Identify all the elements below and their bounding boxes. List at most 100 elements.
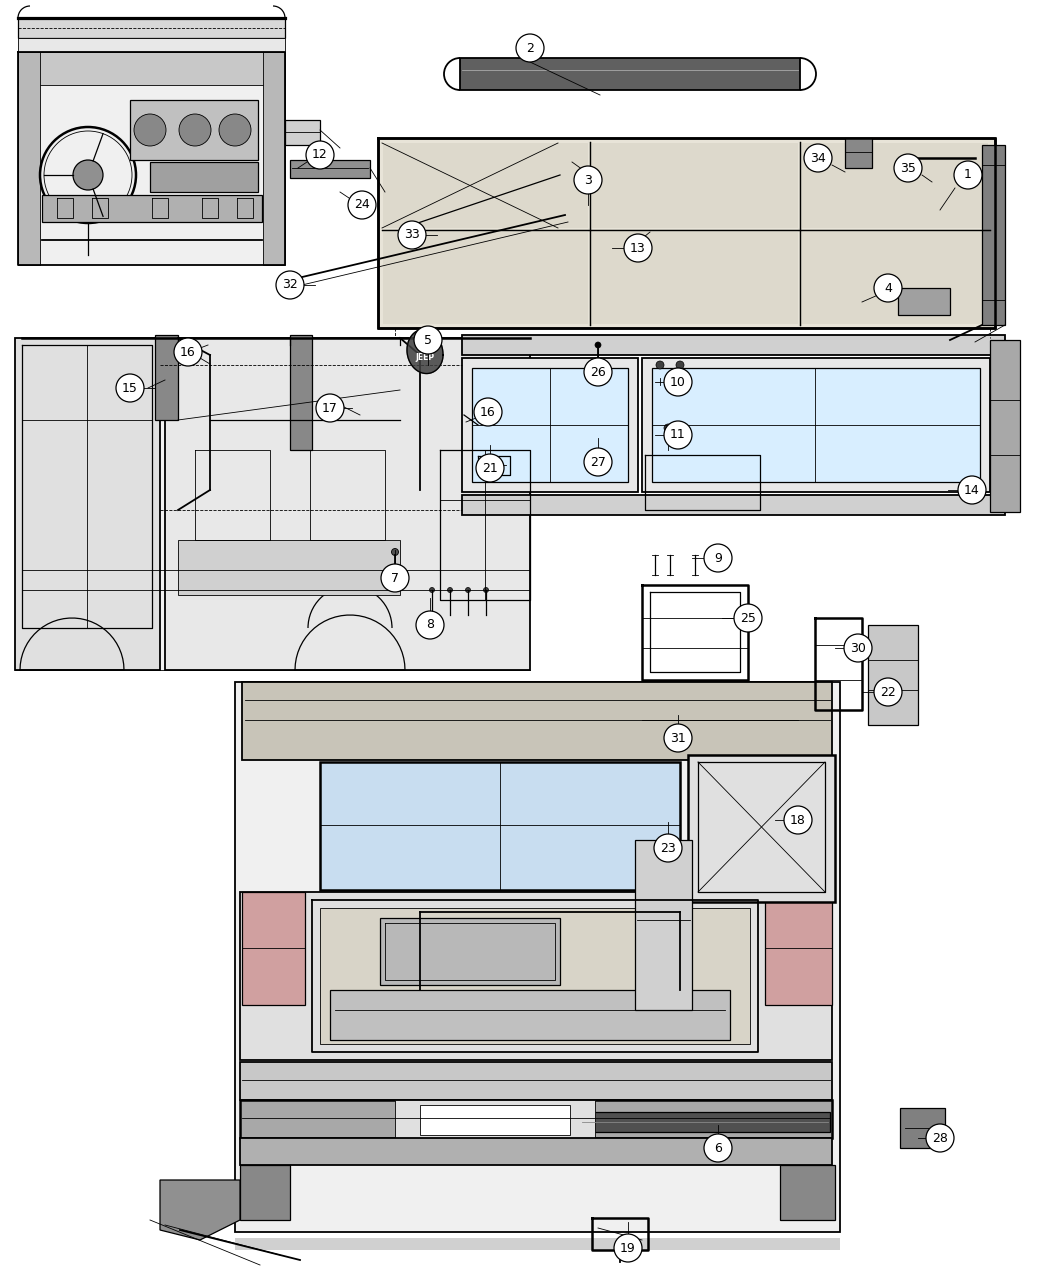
Polygon shape (765, 892, 832, 1005)
Text: 12: 12 (312, 148, 328, 162)
Text: 6: 6 (714, 1141, 722, 1154)
Circle shape (392, 548, 399, 556)
Polygon shape (18, 18, 285, 38)
Polygon shape (378, 138, 995, 328)
Polygon shape (652, 368, 980, 482)
Polygon shape (150, 162, 258, 193)
Polygon shape (15, 338, 530, 669)
Text: 32: 32 (282, 278, 298, 292)
Text: 7: 7 (391, 571, 399, 584)
Circle shape (676, 361, 684, 368)
Circle shape (516, 34, 544, 62)
Polygon shape (235, 1238, 840, 1249)
Circle shape (584, 448, 612, 476)
Text: 16: 16 (480, 405, 496, 418)
Polygon shape (130, 99, 258, 159)
Text: 13: 13 (630, 241, 646, 255)
Polygon shape (462, 495, 1005, 515)
Polygon shape (235, 682, 840, 1232)
Polygon shape (802, 232, 988, 324)
Text: 10: 10 (670, 376, 686, 389)
Text: 18: 18 (790, 813, 806, 826)
Text: 26: 26 (590, 366, 606, 379)
Polygon shape (242, 892, 304, 1005)
Polygon shape (900, 1108, 945, 1148)
Circle shape (664, 425, 672, 432)
Polygon shape (262, 52, 285, 265)
Circle shape (844, 634, 872, 662)
Polygon shape (982, 145, 1005, 325)
Polygon shape (383, 232, 588, 324)
Circle shape (429, 588, 435, 593)
Polygon shape (18, 52, 285, 85)
Polygon shape (42, 195, 262, 222)
Text: 17: 17 (322, 402, 338, 414)
Circle shape (654, 834, 682, 862)
Circle shape (926, 1125, 954, 1153)
Text: 3: 3 (584, 173, 592, 186)
Text: 25: 25 (740, 612, 756, 625)
Text: 24: 24 (354, 199, 370, 212)
Polygon shape (395, 1100, 595, 1140)
Circle shape (178, 113, 211, 147)
Text: 2: 2 (526, 42, 534, 55)
Circle shape (465, 588, 470, 593)
Circle shape (664, 421, 692, 449)
Polygon shape (290, 159, 370, 179)
Circle shape (784, 806, 812, 834)
Text: 15: 15 (122, 381, 138, 394)
Polygon shape (242, 682, 832, 760)
Polygon shape (990, 340, 1020, 513)
Circle shape (958, 476, 986, 504)
Text: 5: 5 (424, 334, 432, 347)
Text: 8: 8 (426, 618, 434, 631)
Text: 30: 30 (850, 641, 866, 654)
Circle shape (306, 142, 334, 170)
Polygon shape (383, 143, 588, 228)
Polygon shape (18, 52, 285, 265)
Polygon shape (640, 710, 800, 731)
Polygon shape (18, 52, 40, 265)
Text: 21: 21 (482, 462, 498, 474)
Text: 27: 27 (590, 455, 606, 468)
Polygon shape (160, 1179, 240, 1241)
Text: 31: 31 (670, 732, 686, 745)
Circle shape (874, 678, 902, 706)
Circle shape (704, 544, 732, 572)
Text: 23: 23 (660, 842, 676, 854)
Circle shape (595, 342, 601, 348)
Polygon shape (472, 368, 628, 482)
Circle shape (664, 368, 692, 397)
Circle shape (664, 724, 692, 752)
Polygon shape (380, 918, 560, 986)
Polygon shape (285, 120, 320, 145)
Circle shape (584, 358, 612, 386)
Polygon shape (290, 335, 312, 450)
Text: 16: 16 (181, 346, 196, 358)
Text: 22: 22 (880, 686, 896, 699)
Polygon shape (407, 329, 443, 374)
Polygon shape (240, 1165, 290, 1220)
Circle shape (804, 144, 832, 172)
Text: 35: 35 (900, 162, 916, 175)
Text: 4: 4 (884, 282, 891, 295)
Circle shape (276, 272, 304, 300)
Circle shape (476, 454, 504, 482)
Circle shape (656, 361, 664, 368)
Polygon shape (898, 288, 950, 315)
Circle shape (219, 113, 251, 147)
Polygon shape (845, 138, 871, 168)
Polygon shape (320, 762, 680, 890)
Circle shape (416, 611, 444, 639)
Circle shape (574, 166, 602, 194)
Text: 1: 1 (964, 168, 972, 181)
Circle shape (954, 161, 982, 189)
Polygon shape (460, 57, 800, 91)
Circle shape (874, 274, 902, 302)
Polygon shape (320, 908, 750, 1044)
Polygon shape (642, 358, 990, 492)
Circle shape (624, 235, 652, 261)
Polygon shape (240, 1139, 832, 1165)
Polygon shape (592, 143, 798, 228)
Polygon shape (780, 1165, 835, 1220)
